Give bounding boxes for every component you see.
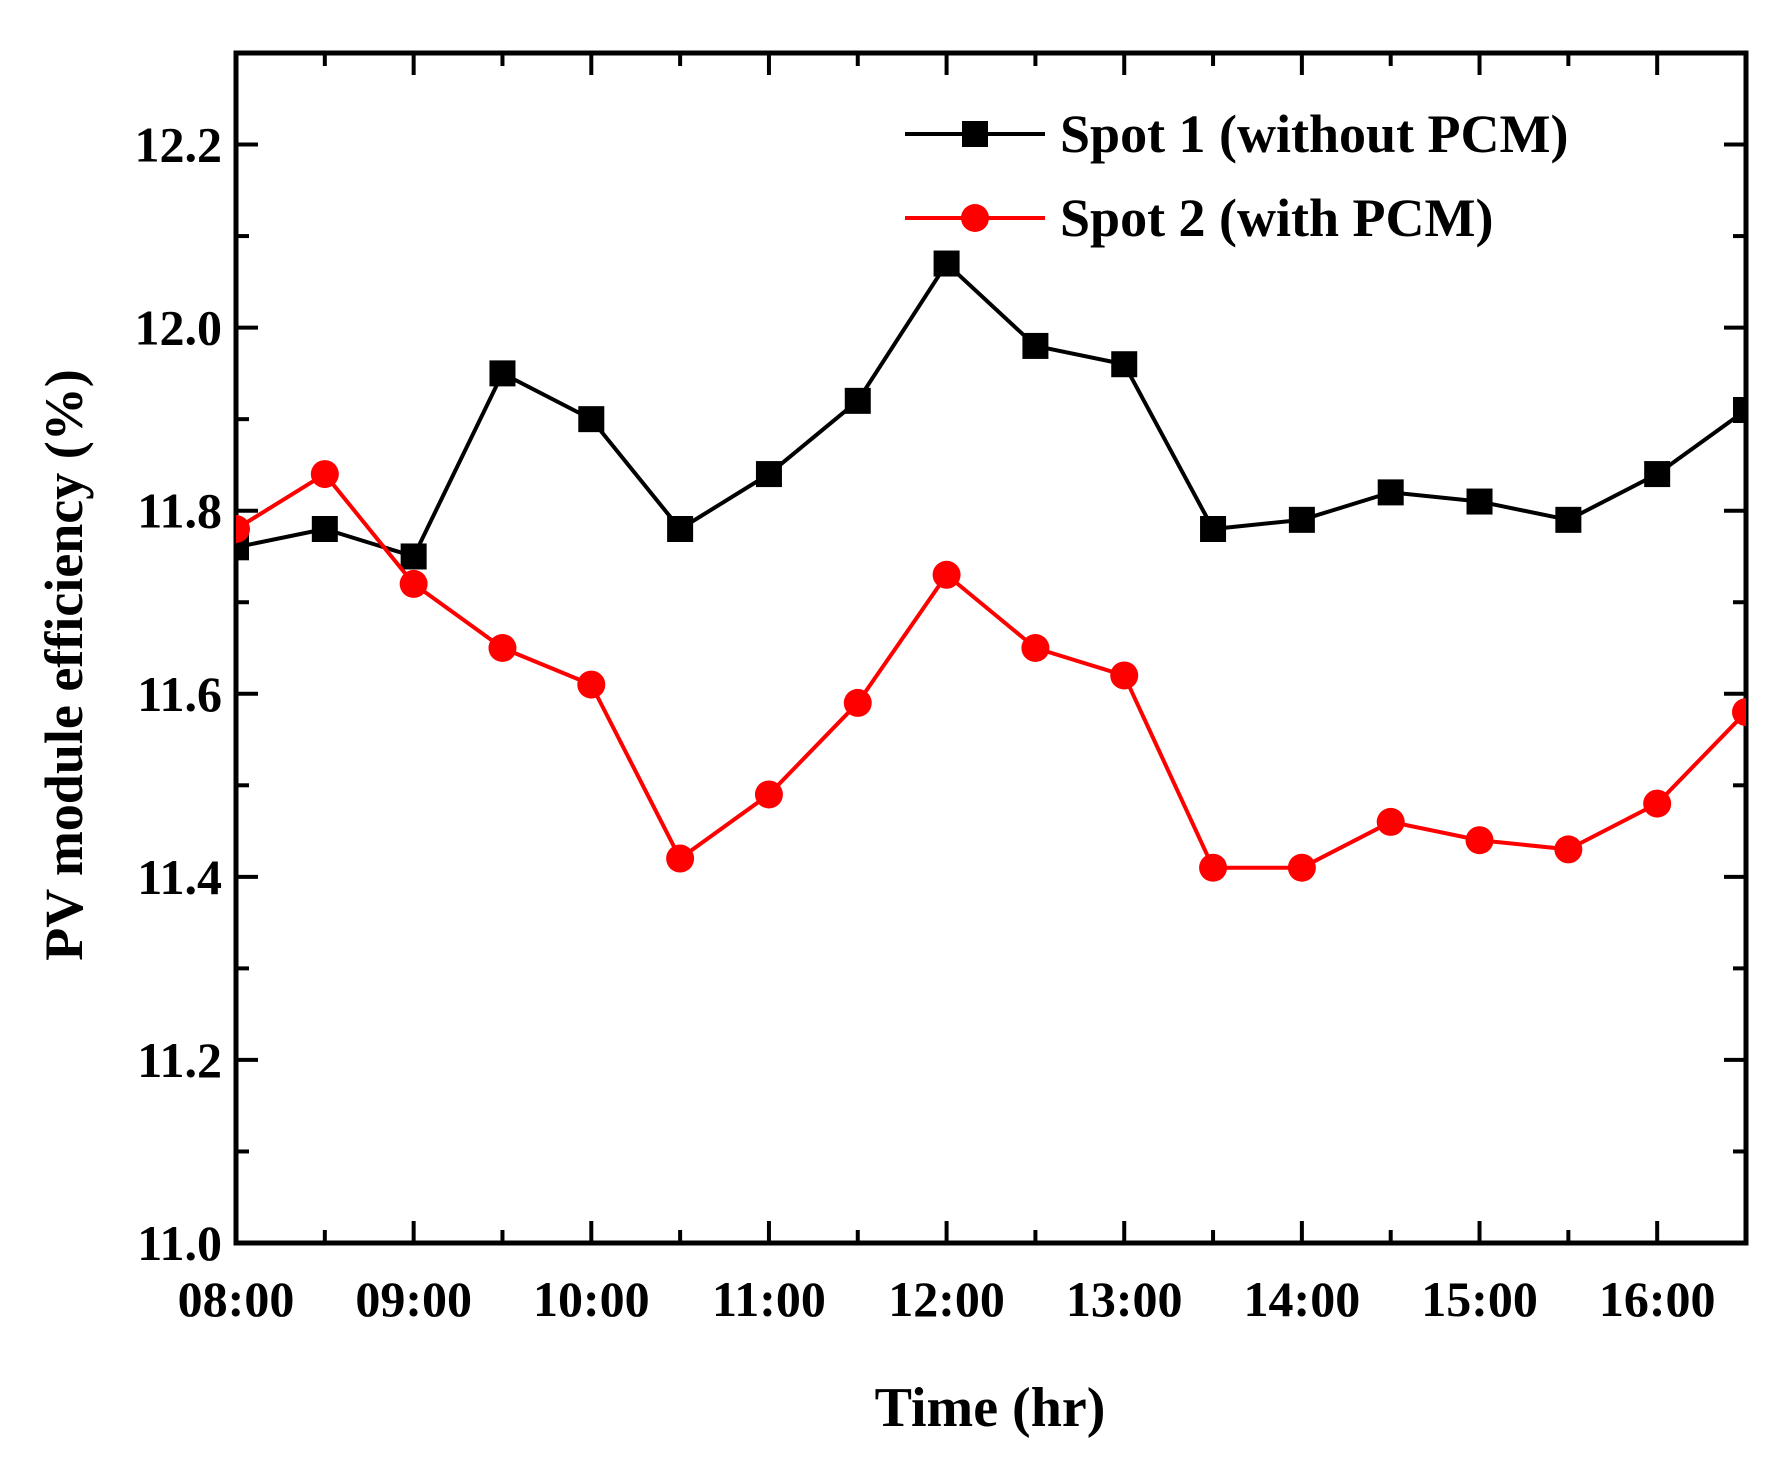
plot-border	[233, 50, 1749, 1246]
x-tick-label: 15:00	[1421, 1271, 1538, 1327]
x-tick-label: 14:00	[1244, 1271, 1361, 1327]
x-tick-label: 13:00	[1066, 1271, 1183, 1327]
x-tick-label: 12:00	[888, 1271, 1005, 1327]
series-1-point	[1377, 479, 1404, 506]
series-2-point	[843, 688, 872, 717]
legend-label: Spot 1 (without PCM)	[1060, 104, 1569, 164]
series-1	[236, 250, 1746, 570]
y-axis-title: PV module efficiency (%)	[34, 369, 94, 960]
y-tick-label: 11.6	[137, 666, 222, 722]
series-1-point	[1288, 506, 1315, 533]
series-1-point	[1466, 488, 1493, 515]
x-tick-label: 11:00	[712, 1271, 826, 1327]
series-1-point	[933, 250, 960, 277]
series-layer	[236, 250, 1746, 882]
series-2-point	[1110, 661, 1139, 690]
series-2-point	[1554, 835, 1583, 864]
series-2-point	[1199, 853, 1228, 882]
y-tick-label: 11.8	[137, 483, 222, 539]
series-2-point	[1021, 634, 1050, 662]
series-1-point	[578, 406, 605, 433]
series-1-point	[1555, 506, 1582, 533]
series-1-point	[1733, 397, 1746, 423]
series-1-point	[311, 516, 338, 542]
series-1-point	[844, 387, 871, 414]
y-tick-label: 12.0	[135, 300, 223, 356]
y-tick-label: 11.2	[137, 1032, 222, 1088]
axis-ticks	[234, 51, 1748, 1245]
x-tick-label: 08:00	[178, 1271, 295, 1327]
legend-item-2: Spot 2 (with PCM)	[905, 188, 1493, 248]
x-tick-label: 10:00	[533, 1271, 650, 1327]
series-2-point	[399, 569, 428, 598]
series-2-point	[488, 634, 517, 662]
series-1-point	[1200, 516, 1227, 542]
x-tick-label: 09:00	[355, 1271, 472, 1327]
series-2-point	[1287, 853, 1316, 882]
series-2	[236, 460, 1746, 882]
legend-swatch-marker	[961, 204, 989, 232]
series-2-line	[236, 472, 1746, 870]
series-1-point	[1111, 351, 1138, 378]
series-1-point	[1022, 332, 1049, 359]
x-tick-label: 16:00	[1599, 1271, 1716, 1327]
legend-swatch-marker	[962, 121, 988, 147]
y-axis-tick-labels: 11.0 11.2 11.4 11.6 11.8 12.0 12.2	[135, 117, 223, 1271]
series-2-point	[1643, 789, 1672, 818]
x-axis-tick-labels: 08:00 09:00 10:00 11:00 12:00 13:00 14:00 15:00…	[178, 1271, 1716, 1327]
series-2-point	[310, 460, 339, 489]
series-1-point	[489, 360, 516, 387]
series-2-point	[754, 780, 783, 809]
legend-item-1: Spot 1 (without PCM)	[905, 104, 1569, 164]
x-axis-title: Time (hr)	[875, 1377, 1106, 1439]
series-2-point	[932, 560, 961, 589]
y-tick-label: 12.2	[135, 117, 223, 173]
series-1-point	[755, 461, 782, 488]
series-2-point	[1376, 807, 1405, 836]
series-2-point	[236, 515, 250, 543]
series-2-point	[666, 844, 695, 873]
series-2-point	[577, 670, 606, 699]
legend: Spot 1 (without PCM) Spot 2 (with PCM)	[905, 104, 1569, 248]
series-1-point	[400, 543, 427, 570]
series-1-point	[667, 516, 694, 542]
y-tick-label: 11.4	[137, 849, 222, 905]
series-2-point	[1465, 826, 1494, 855]
series-2-point	[1732, 698, 1746, 727]
series-1-line	[236, 261, 1746, 559]
plot-frame	[233, 50, 1749, 1246]
series-1-point	[1644, 461, 1671, 488]
legend-label: Spot 2 (with PCM)	[1060, 188, 1493, 248]
y-tick-label: 11.0	[137, 1215, 222, 1271]
